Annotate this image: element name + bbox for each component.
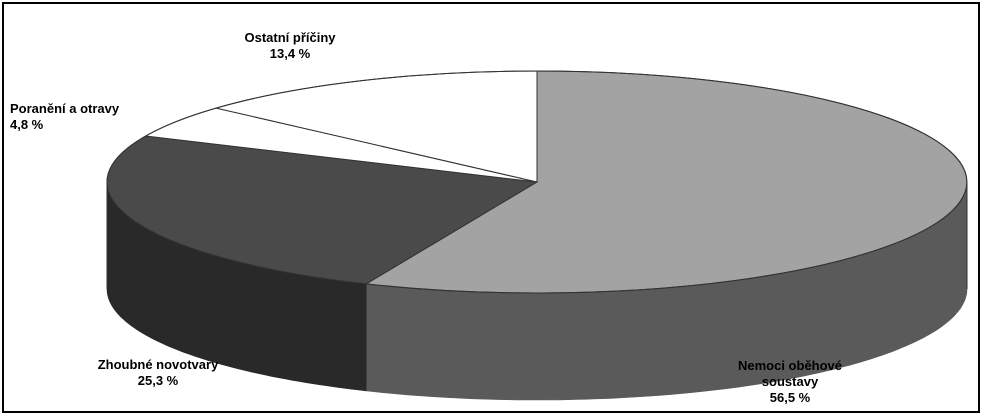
slice-label-nemoci-obehove-soustavy: Nemoci oběhové soustavy 56,5 % bbox=[738, 358, 842, 406]
slice-label-line: soustavy bbox=[761, 374, 819, 389]
slice-value: 56,5 % bbox=[769, 390, 811, 405]
slice-label-line: Ostatní příčiny bbox=[244, 30, 336, 45]
slice-value: 13,4 % bbox=[269, 46, 311, 61]
slice-label-ostatni-priciny: Ostatní příčiny 13,4 % bbox=[244, 30, 335, 62]
slice-label-line: Zhoubné novotvary bbox=[97, 357, 219, 372]
slice-label-zhoubne-novotvary: Zhoubné novotvary 25,3 % bbox=[98, 357, 219, 389]
slice-label-line: Nemoci oběhové bbox=[737, 358, 843, 373]
slice-value: 4,8 % bbox=[10, 117, 44, 132]
slice-label-line: Poranění a otravy bbox=[10, 101, 120, 116]
slice-value: 25,3 % bbox=[137, 373, 179, 388]
slice-label-poraneni-a-otravy: Poranění a otravy 4,8 % bbox=[10, 101, 119, 133]
